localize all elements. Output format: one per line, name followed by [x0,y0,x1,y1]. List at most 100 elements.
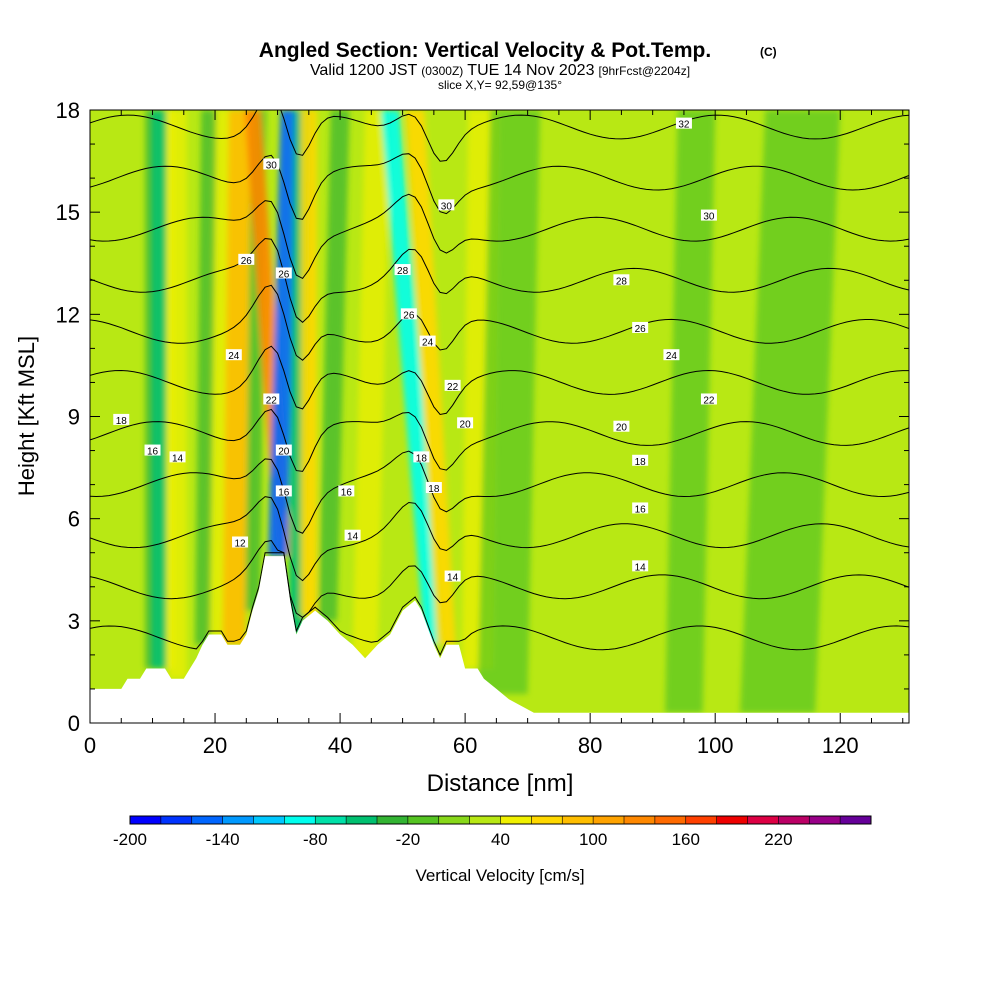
subtitle-local-time: Valid 1200 JST [310,62,418,79]
contour-label: 24 [419,335,436,349]
colorbar-swatch [840,816,872,824]
y-tick-label: 15 [56,200,80,225]
colorbar-tick-label: 160 [672,830,700,849]
contour-label-text: 28 [616,276,628,287]
potential-temperature-contours [90,110,909,657]
x-tick-label: 100 [697,733,734,758]
isentrope-line [90,193,909,280]
contour-label: 22 [263,393,280,406]
contour-label-bg [275,267,292,279]
colorbar-tick-label: -200 [113,830,147,849]
contour-label-text: 26 [635,324,647,335]
contour-label-text: 30 [703,212,715,223]
colorbar-swatch [716,816,748,824]
x-axis: 0 20 40 60 80 100 120 [84,110,904,758]
plot-area: 12 14 16 18 22 24 26 30 16 20 26 14 16 18 18 14 20 22 24 26… [90,110,909,723]
contour-label: 18 [425,482,442,495]
contour-label: 28 [394,264,411,277]
contour-label-bg [419,335,436,347]
terrain-mask [90,556,909,723]
contour-label: 18 [413,451,430,464]
contour-label: 20 [275,444,292,458]
colorbar-swatch [562,816,594,824]
contour-label-text: 30 [441,201,453,212]
contour-label-text: 14 [172,453,184,464]
chart-title: Angled Section: Vertical Velocity & Pot.… [259,39,711,62]
colorbar-swatch [654,816,687,824]
x-tick-label: 20 [203,733,227,758]
colorbar-swatch [593,816,625,824]
velocity-band [740,110,841,713]
contour-label-text: 24 [228,351,240,362]
contour-label-bg [613,274,630,286]
colorbar-swatch [469,816,501,824]
contour-label-bg [444,379,461,391]
velocity-band [318,110,350,621]
velocity-band [168,110,187,679]
subtitle-utc: (0300Z) [421,64,463,78]
isentrope-line [90,496,909,582]
contour-label-text: 20 [616,423,628,434]
y-tick-label: 3 [68,609,80,634]
isentrope-line [90,539,909,619]
contour-label: 30 [263,158,280,171]
colorbar-swatch [624,816,656,824]
contour-label-text: 20 [278,447,290,458]
contour-label: 26 [632,321,649,335]
colorbar-swatch [747,816,779,824]
colorbar-tick-label: 40 [491,830,510,849]
contour-label-bg [169,451,186,463]
isentrope-line [90,552,909,657]
contour-label-text: 14 [447,573,459,584]
contour-label-text: 24 [422,338,434,349]
x-axis-label: Distance [nm] [427,770,574,797]
contour-label: 26 [238,253,255,267]
y-axis: 0 3 6 9 12 15 18 [56,98,909,736]
colorbar-swatch [315,816,347,824]
contour-label-bg [232,536,249,548]
velocity-band [380,110,444,645]
velocity-band [665,110,716,713]
contour-label-bg [632,502,649,514]
contour-label-bg [113,413,130,425]
contour-label-text: 22 [266,395,278,406]
contour-label: 14 [632,560,649,573]
contour-label: 30 [438,199,455,212]
contour-labels: 12 14 16 18 22 24 26 30 16 20 26 14 16 18 18 14 20 22 24 26… [113,117,717,584]
colorbar-swatch [377,816,409,824]
contour-label-bg [413,451,430,463]
contour-label-text: 30 [266,160,278,171]
contour-label-text: 12 [234,539,246,550]
contour-label: 16 [144,444,161,458]
y-tick-label: 18 [56,98,80,123]
contour-label-text: 18 [416,453,428,464]
contour-label: 20 [613,420,630,434]
contour-label-bg [275,485,292,497]
y-tick-label: 6 [68,507,80,532]
contour-label: 16 [338,485,355,498]
isentrope-line [90,110,909,162]
contour-label-text: 18 [428,484,440,495]
isentrope-line [90,153,909,220]
colorbar-swatch [531,816,563,824]
velocity-band [300,110,317,616]
chart-subtitle: Valid 1200 JST (0300Z) TUE 14 Nov 2023 [9hr… [310,62,690,79]
isentrope-line [90,408,909,472]
contour-label-text: 14 [347,532,359,543]
colorbar-swatch [191,816,224,824]
contour-label: 26 [275,267,292,280]
contour-label-bg [344,529,361,541]
velocity-band [195,110,217,645]
colorbar-tick-label: -80 [303,830,328,849]
contour-label-bg [263,393,280,405]
contour-label-bg [663,349,680,361]
contour-label-bg [338,485,355,497]
contour-label: 22 [444,379,461,393]
contour-label: 14 [444,570,461,584]
contour-label-bg [275,444,292,456]
colorbar-tick-label: 220 [764,830,792,849]
contour-label-bg [700,209,717,221]
contour-label-text: 16 [341,487,353,498]
contour-label: 18 [632,454,649,468]
velocity-band [405,110,456,645]
